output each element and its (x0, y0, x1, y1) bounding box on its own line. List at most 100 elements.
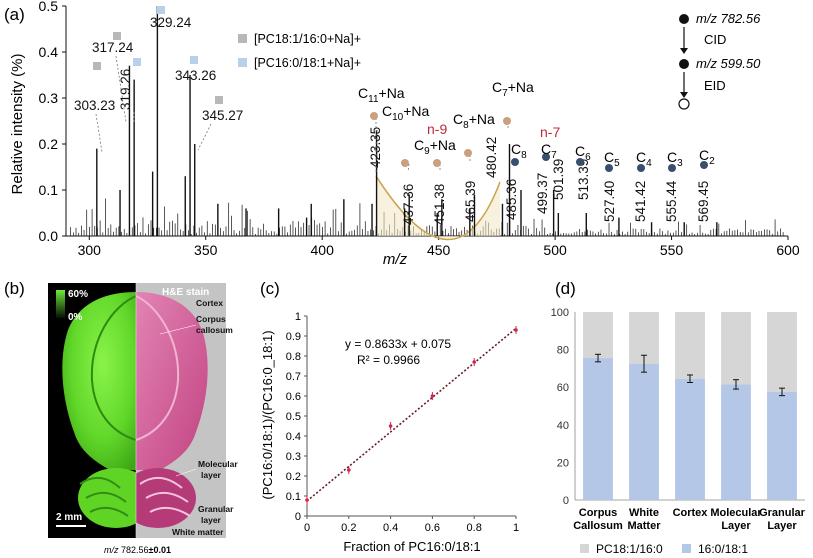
bar-16-18 (767, 391, 797, 500)
region-corpus-callosum: Corpus callosum (196, 314, 233, 335)
d-category-label: White (629, 507, 659, 519)
legend-16-18-swatch (682, 544, 691, 553)
bar-pc18-16 (583, 312, 613, 359)
scale-max: 60% (68, 289, 88, 300)
precursor-mz: m/z 782.56 (696, 11, 761, 26)
panel-c-label: (c) (260, 279, 280, 298)
blue-square-343 (190, 56, 198, 64)
c-y-tick-label: 0.9 (286, 331, 301, 343)
peak-label-451: 451.38 (432, 184, 447, 225)
data-point (514, 328, 518, 332)
peak-label-423: 423.35 (368, 127, 383, 168)
y-tick-label: 0.1 (39, 182, 59, 198)
peak-label-555: 555.44 (664, 180, 679, 222)
legend-pc18-swatch (580, 544, 589, 553)
fragmentation-scheme: m/z 782.56 CID m/z 599.50 EID (678, 11, 761, 110)
y-tick-label: 0.5 (39, 0, 59, 14)
fragment-envelope (376, 174, 500, 239)
gray-square-317 (113, 32, 121, 40)
peak-label-569: 569.45 (696, 181, 711, 222)
legend-pc18-16: [PC18:1/16:0+Na]+ (254, 32, 361, 46)
x-tick-label: 550 (660, 242, 684, 258)
data-point (388, 424, 393, 428)
peak-label-329: 329.24 (150, 15, 192, 30)
frag-c10: C10+Na (382, 103, 430, 123)
y-tick-label: 0.0 (39, 228, 59, 244)
d-category-label: Layer (767, 520, 797, 532)
d-bars (583, 312, 797, 500)
x-tick-label: 300 (78, 242, 102, 258)
d-y-tick-label: 0 (563, 495, 569, 507)
c-x-ticks: 0 0.2 0.4 0.6 0.8 1 (304, 516, 519, 534)
peak-labels: 303.23 317.24 319.26 329.24 343.26 345.2… (74, 15, 711, 225)
c-y-tick-label: 0.7 (286, 371, 301, 383)
peak-label-499: 499.37 (535, 173, 550, 214)
peak-label-317: 317.24 (92, 40, 134, 55)
peak-label-541: 541.42 (633, 181, 648, 222)
c-x-tick-label: 0 (304, 522, 310, 534)
precursor-dot (679, 14, 689, 24)
peak-label-319: 319.26 (118, 69, 133, 110)
dot-n-c5 (605, 164, 613, 172)
bar-16-18 (583, 358, 613, 500)
x-tick-label: 350 (194, 242, 218, 258)
c-x-tick-label: 0.6 (425, 522, 440, 534)
intermediate-mz: m/z 599.50 (696, 56, 761, 71)
d-y-tick-label: 20 (557, 457, 569, 469)
bar-16-18 (721, 384, 751, 500)
d-category-label: Callosum (573, 520, 623, 532)
he-stain-title: H&E stain (162, 287, 209, 298)
region-white-matter: White matter (172, 527, 224, 537)
data-point (430, 394, 435, 398)
c-y-tick-label: 0.6 (286, 391, 301, 403)
region-labels: Cortex Corpus callosum Molecular layer Gra… (172, 298, 238, 537)
peak-label-485: 485.36 (504, 179, 519, 220)
d-category-label: Layer (721, 520, 751, 532)
frag-c7: C7+Na (492, 79, 534, 99)
bar-16-18 (675, 378, 705, 500)
d-y-tick-label: 60 (557, 382, 569, 394)
panel-a-label: (a) (4, 5, 25, 24)
dot-c11 (370, 112, 378, 120)
d-y-tick-label: 80 (557, 345, 569, 357)
legend-16-18: 16:0/18:1 (698, 542, 748, 556)
peak-label-437: 437.36 (401, 184, 416, 225)
y-ticks: 0.0 0.1 0.2 0.3 0.4 0.5 (39, 0, 66, 244)
y-tick-label: 0.3 (39, 90, 59, 106)
panel-b-label: (b) (4, 279, 25, 298)
bar-pc18-16 (721, 312, 751, 385)
c-x-tick-label: 0.8 (467, 522, 482, 534)
c-y-tick-label: 0.1 (286, 491, 301, 503)
c-x-tick-label: 0.2 (341, 522, 356, 534)
c-y-tick-label: 0.4 (286, 431, 301, 443)
data-points (305, 326, 518, 504)
ion-image (62, 292, 136, 528)
blue-square-319 (133, 58, 141, 66)
c-y-ticks: 0 0.1 0.2 0.3 0.4 0.5 0.6 0.7 0.8 0.9 1 (286, 311, 307, 523)
scale-min: 0% (68, 312, 83, 323)
d-y-tick-label: 40 (557, 420, 569, 432)
x-tick-label: 400 (311, 242, 335, 258)
dot-n-c7 (542, 153, 550, 161)
c-fragment-dots (370, 112, 511, 167)
n7-label: n-7 (540, 124, 560, 140)
data-point (472, 360, 477, 364)
major-peaks (96, 6, 718, 236)
bar-16-18 (629, 363, 659, 500)
d-y-ticks: 0 20 40 60 80 100 (551, 307, 569, 507)
cid-label: CID (704, 32, 726, 47)
d-category-label: Molecular (710, 507, 762, 519)
navy-fragment-labels: C8 C7 C6 C5 C4 C3 C2 (511, 141, 715, 169)
label-n-c8: C8 (511, 141, 527, 161)
navy-fragment-dots (511, 153, 708, 172)
c-y-tick-label: 0.5 (286, 411, 301, 423)
peak-label-345: 345.27 (202, 108, 243, 123)
d-category-label: Granular (759, 507, 806, 519)
legend-pc18: PC18:1/16:0 (596, 542, 663, 556)
region-cortex: Cortex (196, 298, 223, 308)
frag-c11: C11+Na (358, 85, 405, 105)
c-x-tick-label: 0.4 (383, 522, 398, 534)
